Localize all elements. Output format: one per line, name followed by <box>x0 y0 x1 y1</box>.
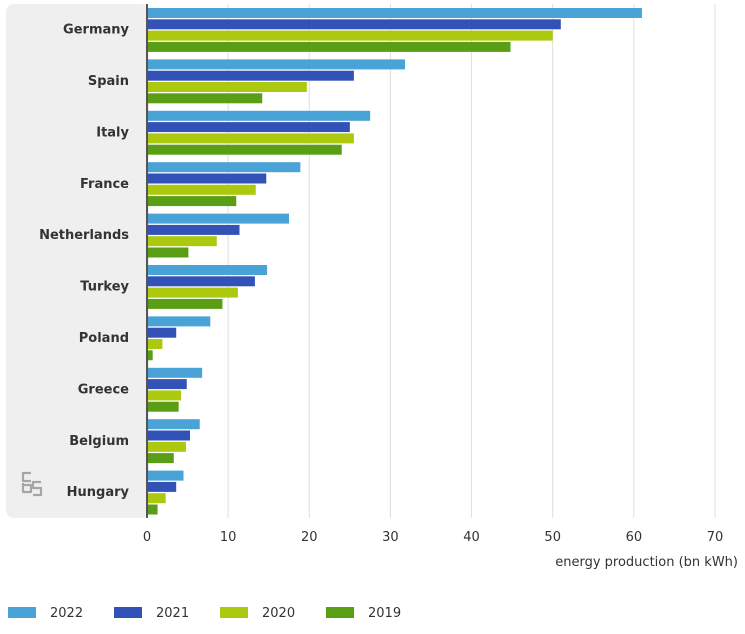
category-panel-background <box>6 4 149 518</box>
bar-hungary-2019 <box>147 504 158 515</box>
legend-swatch-2019 <box>326 607 354 618</box>
x-tick-label-40: 40 <box>463 530 480 545</box>
legend: 2022 2021 2020 2019 <box>8 606 401 621</box>
category-label-netherlands: Netherlands <box>39 228 129 243</box>
category-label-hungary: Hungary <box>67 485 130 500</box>
x-tick-label-0: 0 <box>143 530 151 545</box>
category-label-italy: Italy <box>96 125 129 140</box>
bar-spain-2019 <box>147 93 263 104</box>
cbs-logo-icon <box>21 471 43 497</box>
category-label-greece: Greece <box>78 382 129 397</box>
bar-greece-2020 <box>147 390 182 401</box>
legend-swatch-2021 <box>114 607 142 618</box>
x-tick-labels: 0 10 20 30 40 50 60 70 <box>143 530 723 545</box>
bar-netherlands-2020 <box>147 236 217 247</box>
bar-belgium-2021 <box>147 430 191 441</box>
bar-belgium-2020 <box>147 441 186 452</box>
bar-france-2021 <box>147 173 267 184</box>
category-labels: Germany Spain Italy France Netherlands Turkey… <box>39 23 129 501</box>
bar-greece-2022 <box>147 367 203 378</box>
bar-france-2022 <box>147 162 301 173</box>
legend-swatch-2020 <box>220 607 248 618</box>
bars <box>147 8 642 515</box>
category-label-turkey: Turkey <box>80 280 129 295</box>
bar-turkey-2021 <box>147 276 255 287</box>
bar-germany-2021 <box>147 19 561 30</box>
bar-hungary-2021 <box>147 481 177 492</box>
bar-turkey-2022 <box>147 265 268 275</box>
bar-spain-2020 <box>147 82 307 92</box>
x-axis-label: energy production (bn kWh) <box>555 555 738 570</box>
x-tick-label-60: 60 <box>626 530 643 545</box>
bar-spain-2021 <box>147 70 354 81</box>
bar-france-2020 <box>147 184 256 195</box>
bar-poland-2019 <box>147 350 153 361</box>
bar-poland-2020 <box>147 339 163 349</box>
bar-poland-2021 <box>147 327 177 338</box>
legend-swatch-2022 <box>8 607 36 618</box>
x-tick-label-70: 70 <box>707 530 724 545</box>
x-tick-label-10: 10 <box>220 530 237 545</box>
legend-label-2020: 2020 <box>262 606 295 621</box>
legend-label-2021: 2021 <box>156 606 189 621</box>
bar-netherlands-2021 <box>147 224 240 235</box>
bar-italy-2021 <box>147 122 350 133</box>
bar-germany-2019 <box>147 41 511 52</box>
category-label-spain: Spain <box>88 74 129 89</box>
x-tick-label-20: 20 <box>301 530 318 545</box>
bar-greece-2019 <box>147 401 179 412</box>
bar-poland-2022 <box>147 316 211 327</box>
bar-italy-2022 <box>147 110 371 121</box>
category-label-germany: Germany <box>63 23 129 38</box>
bar-spain-2022 <box>147 59 406 70</box>
category-label-poland: Poland <box>79 331 129 346</box>
bar-netherlands-2019 <box>147 247 189 258</box>
bar-hungary-2022 <box>147 470 184 481</box>
bar-greece-2021 <box>147 379 187 390</box>
bar-turkey-2020 <box>147 287 238 298</box>
bar-italy-2019 <box>147 144 342 155</box>
legend-label-2022: 2022 <box>50 606 83 621</box>
legend-label-2019: 2019 <box>368 606 401 621</box>
bar-belgium-2022 <box>147 419 200 430</box>
bar-germany-2020 <box>147 30 553 41</box>
bar-france-2019 <box>147 196 237 207</box>
category-label-belgium: Belgium <box>69 434 129 449</box>
bar-belgium-2019 <box>147 453 174 464</box>
bar-italy-2020 <box>147 133 354 144</box>
x-tick-label-50: 50 <box>544 530 561 545</box>
bar-netherlands-2022 <box>147 213 289 224</box>
bar-turkey-2019 <box>147 298 223 309</box>
bar-germany-2022 <box>147 8 642 18</box>
category-label-france: France <box>80 177 129 192</box>
x-tick-label-30: 30 <box>382 530 399 545</box>
grid-lines <box>227 4 716 518</box>
bar-hungary-2020 <box>147 493 166 504</box>
